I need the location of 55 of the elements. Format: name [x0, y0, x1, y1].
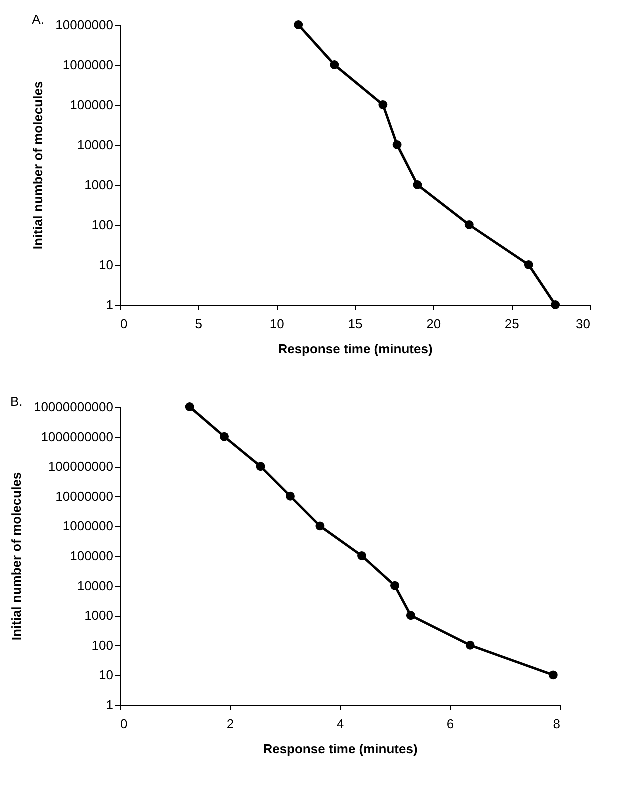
- y-tick-label: 10: [99, 668, 114, 683]
- point: [390, 581, 400, 590]
- point: [330, 60, 340, 70]
- x-tick-label: 0: [120, 716, 128, 732]
- point: [406, 611, 416, 620]
- x-axis-title: Response time (minutes): [278, 342, 433, 356]
- point: [220, 432, 229, 442]
- y-tick-label: 1000000: [62, 58, 114, 72]
- x-tick-label: 25: [504, 316, 520, 332]
- x-tick-label: 4: [336, 716, 344, 732]
- y-tick-label: 100000000: [48, 459, 114, 474]
- point: [551, 300, 560, 310]
- point: [256, 462, 266, 472]
- x-tick-label: 8: [553, 716, 560, 732]
- y-tick-label: 100000: [70, 98, 114, 112]
- y-tick-label: 10: [99, 258, 114, 272]
- point: [378, 100, 388, 110]
- y-tick-label: 100000: [70, 548, 114, 564]
- x-tick-label: 15: [348, 316, 363, 332]
- y-tick-label: 1000000000: [41, 429, 114, 444]
- y-tick-label: 1: [106, 298, 114, 312]
- y-tick-label: 1000000: [62, 518, 114, 534]
- y-tick-label: 1000: [84, 178, 114, 192]
- y-tick-label: 10000000: [56, 488, 114, 504]
- y-tick-label: 10000: [77, 578, 114, 594]
- x-tick-label: 5: [195, 316, 202, 332]
- point: [466, 640, 475, 650]
- y-axis-title: Initial number of molecules: [8, 472, 24, 641]
- point: [358, 552, 366, 560]
- y-tick-label: 10000000000: [34, 400, 114, 414]
- point: [286, 492, 295, 501]
- x-tick-label: 0: [120, 316, 128, 332]
- x-axis-title: Response time (minutes): [263, 742, 418, 756]
- point: [524, 260, 534, 270]
- point: [316, 522, 325, 531]
- point: [392, 140, 402, 150]
- point: [548, 670, 558, 680]
- y-tick-label: 10000: [77, 138, 114, 152]
- y-tick-label: 100: [92, 638, 114, 653]
- x-tick-label: 20: [426, 316, 442, 332]
- x-tick-label: 30: [576, 316, 590, 332]
- x-tick-label: 6: [446, 716, 454, 732]
- chart-title: A.: [32, 12, 44, 27]
- point: [294, 20, 304, 30]
- y-tick-label: 10000000: [56, 18, 114, 32]
- y-tick-label: 1000: [84, 608, 114, 624]
- x-tick-label: 10: [270, 316, 284, 332]
- y-axis-title: Initial number of molecules: [30, 81, 46, 250]
- point: [464, 220, 474, 230]
- point: [413, 180, 422, 190]
- y-tick-label: 1: [106, 698, 114, 712]
- y-tick-label: 100: [92, 218, 114, 232]
- chart-title: B.: [10, 394, 23, 409]
- point: [185, 402, 194, 412]
- x-tick-label: 2: [226, 716, 234, 732]
